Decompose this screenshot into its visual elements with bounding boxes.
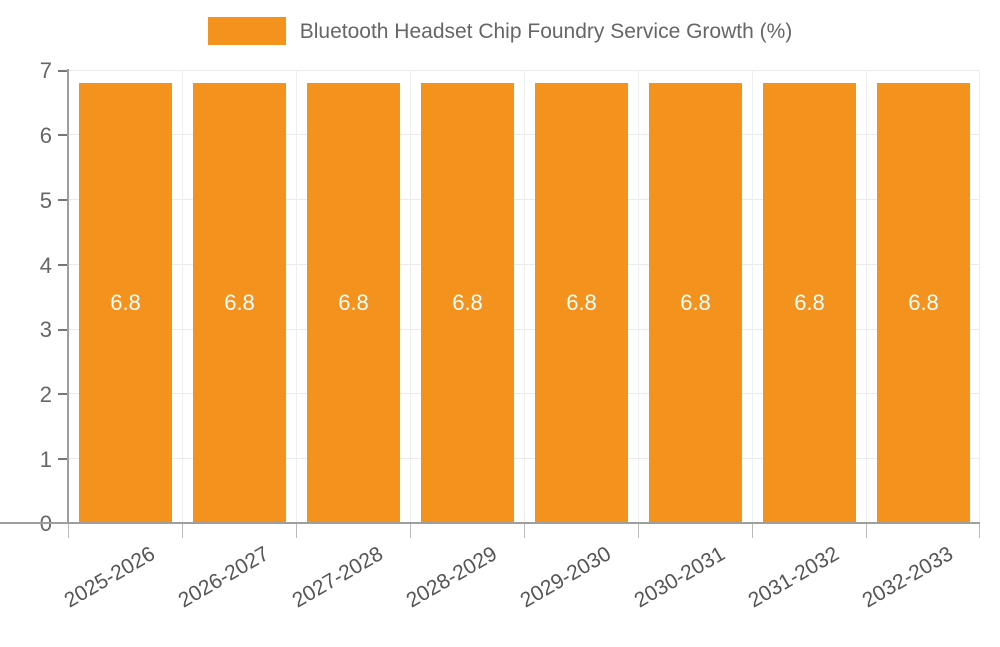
gridline-vertical [182, 70, 183, 523]
y-axis-tick-label: 5 [39, 188, 52, 213]
bar-2026-2027[interactable] [193, 83, 286, 523]
y-axis-tick-mark [58, 134, 68, 136]
y-axis-tick-mark [58, 70, 68, 72]
y-axis-tick-label: 0 [6, 513, 52, 535]
y-axis-tick-label: 3 [39, 317, 52, 342]
legend-item-label: Bluetooth Headset Chip Foundry Service G… [299, 19, 793, 43]
bar-value-label: 6.8 [110, 290, 141, 315]
legend-item-series-0[interactable]: Bluetooth Headset Chip Foundry Service G… [207, 17, 793, 45]
x-axis-tick-mark [866, 524, 867, 538]
y-axis-tick-mark [58, 264, 68, 266]
y-axis-tick-label: 2 [39, 382, 52, 407]
bar-value-label: 6.8 [794, 290, 825, 315]
y-axis-tick-label: 6 [39, 123, 52, 148]
x-axis-tick-mark [979, 524, 980, 538]
bar-2031-2032[interactable] [763, 83, 856, 523]
x-axis-tick-mark [296, 524, 297, 538]
y-axis-tick-label: 4 [39, 253, 52, 278]
bar-value-label: 6.8 [224, 290, 255, 315]
bar-2030-2031[interactable] [649, 83, 742, 523]
y-axis-tick-label: 1 [39, 447, 52, 472]
gridline-vertical [296, 70, 297, 523]
bar-2028-2029[interactable] [421, 83, 514, 523]
x-axis-tick-mark [638, 524, 639, 538]
bar-value-label: 6.8 [680, 290, 711, 315]
y-axis-tick-mark [58, 458, 68, 460]
y-axis-tick-mark [58, 393, 68, 395]
x-axis-tick-mark [524, 524, 525, 538]
y-axis-line [67, 69, 69, 524]
gridline-vertical [866, 70, 867, 523]
bar-2027-2028[interactable] [307, 83, 400, 523]
x-axis-tick-mark [182, 524, 183, 538]
bar-value-label: 6.8 [566, 290, 597, 315]
bar-value-label: 6.8 [452, 290, 483, 315]
bar-2032-2033[interactable] [877, 83, 970, 523]
bar-value-label: 6.8 [338, 290, 369, 315]
gridline-vertical [979, 70, 980, 523]
gridline-vertical [410, 70, 411, 523]
gridline-vertical [638, 70, 639, 523]
x-axis-tick-mark [752, 524, 753, 538]
bar-2029-2030[interactable] [535, 83, 628, 523]
y-axis-labels: 7 6 5 4 3 2 1 0 [0, 0, 52, 600]
y-axis-tick-label: 7 [39, 58, 52, 83]
chart-legend: Bluetooth Headset Chip Foundry Service G… [0, 10, 1000, 52]
bar-chart: Bluetooth Headset Chip Foundry Service G… [0, 0, 1000, 612]
legend-color-swatch-icon [207, 17, 286, 45]
bar-value-label: 6.8 [908, 290, 939, 315]
bar-2025-2026[interactable] [79, 83, 172, 523]
plot-area: 6.8 6.8 6.8 6.8 6.8 6.8 6.8 6.8 [68, 70, 980, 523]
y-axis-tick-mark [58, 329, 68, 331]
x-axis-tick-mark [68, 524, 69, 538]
y-axis-tick-mark [58, 199, 68, 201]
x-axis-tick-mark [410, 524, 411, 538]
x-axis-line [0, 522, 980, 524]
gridline-vertical [752, 70, 753, 523]
gridline-vertical [524, 70, 525, 523]
